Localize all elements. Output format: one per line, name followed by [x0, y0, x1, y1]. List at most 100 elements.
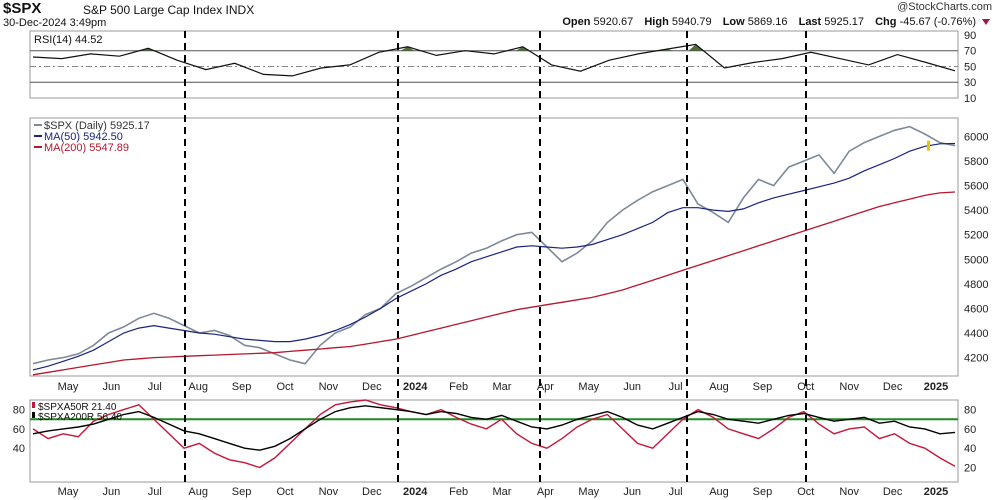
breadth-ytick-right: 40: [964, 443, 976, 455]
price-ytick: 4800: [964, 279, 988, 291]
price-xtick: Jun: [103, 381, 121, 393]
rsi-panel: 10 30 50 70 90 RSI(14) 44.52: [29, 30, 976, 105]
price-frame: [29, 117, 959, 377]
price-xtick: Aug: [188, 381, 208, 393]
price-xtick: Nov: [839, 381, 859, 393]
price-series-0: [32, 125, 956, 365]
last-candle-marker: [927, 140, 930, 151]
last-value: 5925.17: [824, 16, 865, 28]
breadth-legend-1: $SPXA200R 56.40: [38, 412, 122, 423]
rsi-overbought-fill: [688, 44, 703, 51]
low-value: 5869.16: [747, 16, 788, 28]
price-xtick: Feb: [449, 381, 468, 393]
breadth-xtick: Oct: [797, 486, 814, 498]
price-xtick: Jul: [148, 381, 162, 393]
rsi-ytick: 30: [964, 77, 976, 89]
price-xtick: Jun: [623, 381, 641, 393]
timestamp: 30-Dec-2024 3:49pm: [3, 17, 107, 29]
price-ytick: 4400: [964, 328, 988, 340]
breadth-xtick: Dec: [362, 486, 382, 498]
breadth-ytick-left: 80: [13, 405, 25, 417]
price-ytick: 6000: [964, 131, 988, 143]
breadth-xtick: Jul: [148, 486, 162, 498]
breadth-xtick: Aug: [188, 486, 208, 498]
price-ytick: 4200: [964, 353, 988, 365]
rsi-ytick: 10: [964, 93, 976, 105]
price-ytick: 5200: [964, 230, 988, 242]
index-name: S&P 500 Large Cap Index INDX: [83, 3, 255, 17]
breadth-xtick: Nov: [839, 486, 859, 498]
price-xtick: 2025: [924, 381, 948, 393]
price-xtick: Dec: [362, 381, 382, 393]
open-label: Open: [562, 16, 591, 28]
price-xtick: Apr: [537, 381, 554, 393]
price-ytick: 5000: [964, 254, 988, 266]
price-series-2: [32, 191, 956, 376]
breadth-xtick: Dec: [883, 486, 903, 498]
breadth-xtick: Sep: [753, 486, 773, 498]
down-arrow-icon: [982, 19, 990, 25]
price-panel: 4200 4400 4600 4800 5000 5200 5400 5600 5800 6000…: [29, 117, 988, 393]
breadth-xtick: Apr: [537, 486, 554, 498]
breadth-xtick: 2024: [403, 486, 428, 498]
high-label: High: [644, 16, 669, 28]
rsi-overbought-fill: [400, 46, 415, 51]
rsi-ytick: 90: [964, 30, 976, 42]
symbol: $SPX: [3, 0, 42, 17]
breadth-ytick-right: 20: [964, 463, 976, 475]
breadth-xtick: Oct: [276, 486, 293, 498]
breadth-xtick: Jul: [669, 486, 683, 498]
price-xtick: Oct: [276, 381, 293, 393]
price-legend-1: MA(50) 5942.50: [44, 131, 123, 143]
breadth-series-1: [32, 405, 956, 451]
breadth-xtick: Mar: [493, 486, 512, 498]
breadth-frame: [29, 399, 959, 483]
breadth-panel: 40 60 80 20 40 60 80 $SPXA50R 21.40$SPXA200R 56…: [13, 399, 976, 498]
breadth-xtick: Feb: [449, 486, 468, 498]
last-label: Last: [798, 16, 822, 28]
rsi-legend: RSI(14) 44.52: [34, 34, 102, 46]
price-ytick: 5800: [964, 156, 988, 168]
breadth-xtick: Nov: [319, 486, 339, 498]
price-xtick: May: [578, 381, 599, 393]
price-xtick: 2024: [403, 381, 428, 393]
breadth-ytick-right: 80: [964, 405, 976, 417]
low-label: Low: [722, 16, 745, 28]
price-xtick: Nov: [319, 381, 339, 393]
price-ytick: 5400: [964, 205, 988, 217]
brand-label[interactable]: @StockCharts.com: [897, 1, 992, 13]
rsi-overbought-fill: [515, 46, 530, 51]
breadth-series-0: [32, 399, 956, 469]
price-ytick: 4600: [964, 303, 988, 315]
price-legend-0: $SPX (Daily) 5925.17: [44, 120, 150, 132]
price-xtick: May: [58, 381, 79, 393]
rsi-legend-bg: [32, 33, 142, 45]
high-value: 5940.79: [671, 16, 712, 28]
breadth-ytick-left: 60: [13, 424, 25, 436]
breadth-xtick: Sep: [232, 486, 252, 498]
open-value: 5920.67: [593, 16, 634, 28]
price-legend-2: MA(200) 5547.89: [44, 142, 129, 154]
breadth-xtick: Aug: [709, 486, 729, 498]
price-series-1: [32, 142, 956, 371]
price-xtick: Sep: [232, 381, 252, 393]
price-xtick: Mar: [493, 381, 512, 393]
chg-value: -45.67 (-0.76%): [899, 16, 976, 28]
breadth-ytick-left: 40: [13, 443, 25, 455]
rsi-frame: [29, 30, 959, 99]
price-xtick: Dec: [883, 381, 903, 393]
rsi-ytick: 70: [964, 46, 976, 58]
breadth-xtick: Jun: [623, 486, 641, 498]
chg-label: Chg: [875, 16, 897, 28]
price-xtick: Oct: [797, 381, 814, 393]
breadth-xtick: Jun: [103, 486, 121, 498]
rsi-overbought-fill: [659, 49, 674, 51]
quote-bar: Open 5920.67 High 5940.79 Low 5869.16 La…: [562, 16, 976, 28]
price-ytick: 5600: [964, 181, 988, 193]
price-xtick: Jul: [669, 381, 683, 393]
price-xtick: Aug: [709, 381, 729, 393]
breadth-ytick-right: 60: [964, 424, 976, 436]
breadth-legend-swatch: [32, 412, 35, 418]
rsi-line: [32, 43, 956, 77]
